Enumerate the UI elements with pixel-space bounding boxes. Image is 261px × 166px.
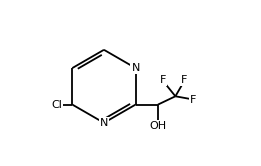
Text: F: F xyxy=(190,95,196,105)
Text: F: F xyxy=(181,75,188,85)
Text: N: N xyxy=(100,118,108,128)
Text: N: N xyxy=(131,63,140,73)
Text: OH: OH xyxy=(149,121,167,131)
Text: F: F xyxy=(160,75,166,85)
Text: Cl: Cl xyxy=(51,100,62,110)
